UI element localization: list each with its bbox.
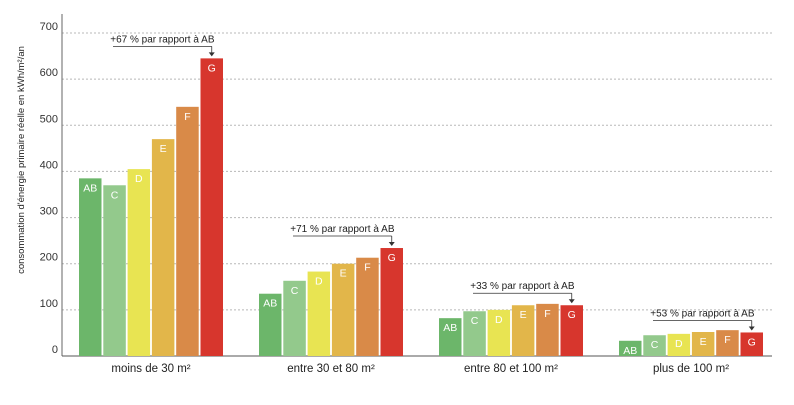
y-tick-label: 600 (40, 67, 58, 79)
annotation-arrow-head (388, 242, 395, 247)
bar-class-label: D (315, 276, 323, 288)
bar-f (536, 303, 559, 356)
annotation-arrow-head (748, 326, 755, 331)
bar-class-label: D (135, 173, 143, 185)
bar-class-label: G (208, 62, 216, 74)
bar-class-label: F (544, 308, 550, 320)
y-tick-label: 500 (40, 113, 58, 125)
y-tick-label: 700 (40, 21, 58, 33)
bar-ab (259, 293, 282, 356)
bar-class-label: AB (623, 345, 637, 357)
category-label: entre 80 et 100 m² (464, 363, 558, 375)
y-tick-label: 200 (40, 252, 58, 264)
bar-f (356, 257, 379, 356)
y-tick-labels: 0 100 200 300 400 500 600 700 (40, 21, 58, 356)
bar-d (307, 271, 331, 356)
bar-class-label: G (568, 309, 576, 321)
bar-g (560, 305, 583, 356)
bar-class-label: D (495, 314, 503, 326)
bar-class-label: C (111, 189, 119, 201)
y-tick-label: 100 (40, 298, 58, 310)
bar-g (740, 332, 763, 356)
y-tick-label: 300 (40, 206, 58, 218)
bar-c (283, 280, 306, 356)
bar-e (151, 139, 175, 356)
bar-class-label: E (520, 309, 527, 321)
bar-class-label: G (388, 252, 396, 264)
bar-e (331, 263, 355, 356)
bar-ab (79, 178, 102, 356)
bar-class-label: C (471, 315, 479, 327)
bar-c (463, 311, 486, 356)
bar-c (643, 335, 666, 356)
annotation-text: +67 % par rapport à AB (110, 34, 215, 45)
bar-e (691, 332, 715, 356)
bar-class-label: AB (263, 298, 277, 310)
bar-class-label: C (651, 339, 659, 351)
bar-ab (439, 318, 462, 356)
bar-d (487, 309, 511, 356)
bar-class-label: AB (443, 322, 457, 334)
y-axis-label: consommation d'énergie primaire réelle e… (16, 46, 27, 274)
bar-c (103, 185, 126, 356)
bar-class-label: F (364, 262, 370, 274)
bar-e (511, 305, 535, 356)
bar-class-label: C (291, 285, 299, 297)
y-tick-label: 0 (52, 344, 58, 356)
annotation-arrow-head (208, 52, 215, 57)
bar-class-label: E (700, 336, 707, 348)
bar-class-label: F (724, 334, 730, 346)
annotation-text: +53 % par rapport à AB (650, 308, 755, 319)
bar-f (176, 106, 199, 356)
bar-f (716, 330, 739, 356)
bar-d (667, 333, 691, 356)
annotation-text: +71 % par rapport à AB (290, 224, 395, 235)
bar-class-label: E (160, 143, 167, 155)
bar-g (200, 58, 223, 356)
bar-d (127, 169, 151, 356)
bar-class-label: G (748, 336, 756, 348)
bar-class-label: D (675, 338, 683, 350)
category-label: entre 30 et 80 m² (287, 363, 375, 375)
category-label: plus de 100 m² (653, 363, 729, 375)
bar-g (380, 248, 403, 356)
bar-class-label: E (340, 268, 347, 280)
bar-class-label: F (184, 111, 190, 123)
bar-class-label: AB (83, 182, 97, 194)
y-tick-label: 400 (40, 159, 58, 171)
bar-ab (619, 340, 642, 356)
annotation-text: +33 % par rapport à AB (470, 281, 575, 292)
category-label: moins de 30 m² (111, 363, 190, 375)
annotation-arrow-head (568, 299, 575, 304)
